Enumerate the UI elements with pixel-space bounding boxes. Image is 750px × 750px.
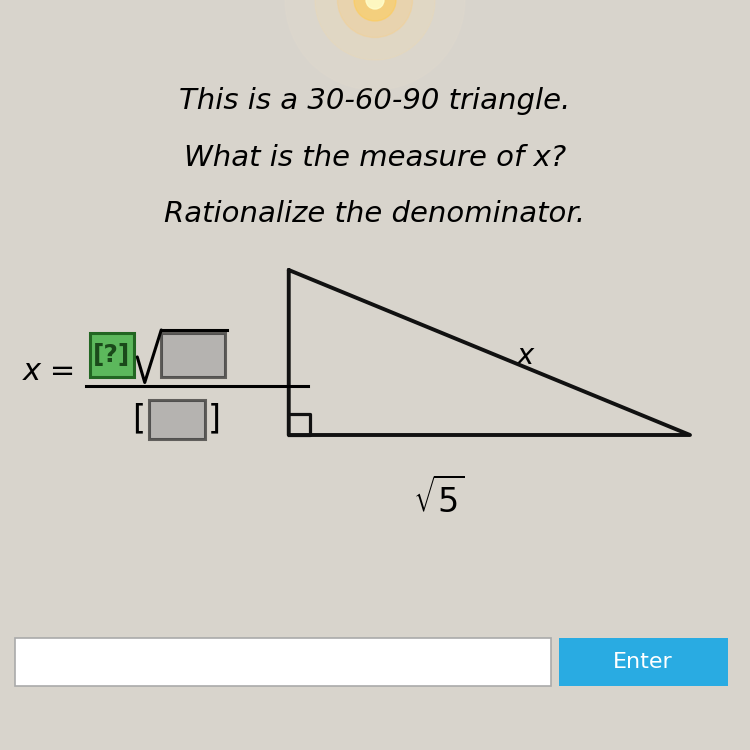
Circle shape: [338, 0, 412, 38]
Text: Rationalize the denominator.: Rationalize the denominator.: [164, 200, 586, 228]
Circle shape: [366, 0, 384, 9]
Text: Enter: Enter: [614, 652, 673, 672]
Text: [?]: [?]: [93, 343, 130, 367]
Circle shape: [315, 0, 435, 60]
Text: x =: x =: [22, 357, 76, 386]
Text: What is the measure of x?: What is the measure of x?: [184, 143, 566, 172]
Bar: [559, 638, 728, 686]
Bar: [90, 333, 134, 376]
Circle shape: [354, 0, 396, 21]
Bar: [148, 400, 205, 439]
Text: This is a 30-60-90 triangle.: This is a 30-60-90 triangle.: [179, 87, 571, 116]
Bar: [15, 638, 551, 686]
Text: [: [: [133, 403, 146, 436]
Text: ]: ]: [208, 403, 220, 436]
Bar: [161, 333, 225, 376]
Text: x: x: [516, 342, 534, 370]
Text: $\sqrt{5}$: $\sqrt{5}$: [413, 478, 464, 520]
Circle shape: [285, 0, 465, 90]
